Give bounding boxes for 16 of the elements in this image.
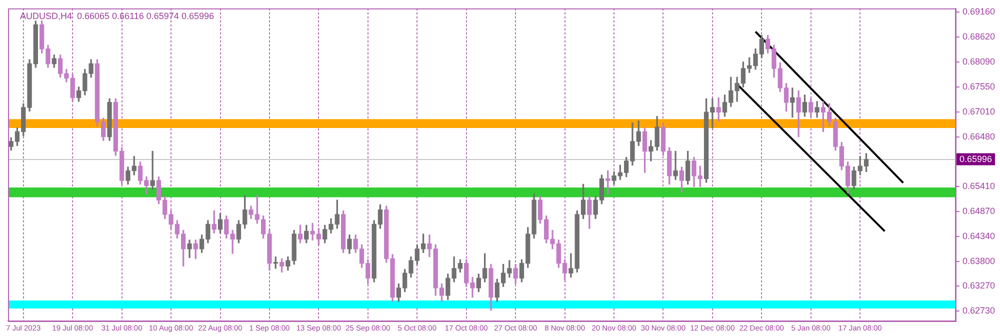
y-tick-label: 0.64340 [962,230,996,241]
y-tick-label: 0.67550 [962,82,996,92]
chart-title: AUDUSD,H4 0.66065 0.66116 0.65974 0.65996 [20,10,214,21]
candlestick [673,150,678,180]
y-tick-label: 0.62730 [962,306,996,316]
y-tick-label: 0.68620 [962,32,996,42]
y-tick-label: 0.67010 [962,106,996,117]
y-tick-label: 0.63270 [962,280,996,291]
candlestick [790,88,795,118]
y-tick-label: 0.66480 [962,131,996,142]
y-tick-label: 0.68090 [962,56,996,66]
y-tick-label: 0.69160 [962,6,996,17]
ref-line-label: 0.65996 [959,154,992,164]
y-tick-label: 0.65410 [962,181,996,192]
y-tick-label: 0.64870 [962,206,996,216]
y-tick-label: 0.63800 [962,256,996,266]
